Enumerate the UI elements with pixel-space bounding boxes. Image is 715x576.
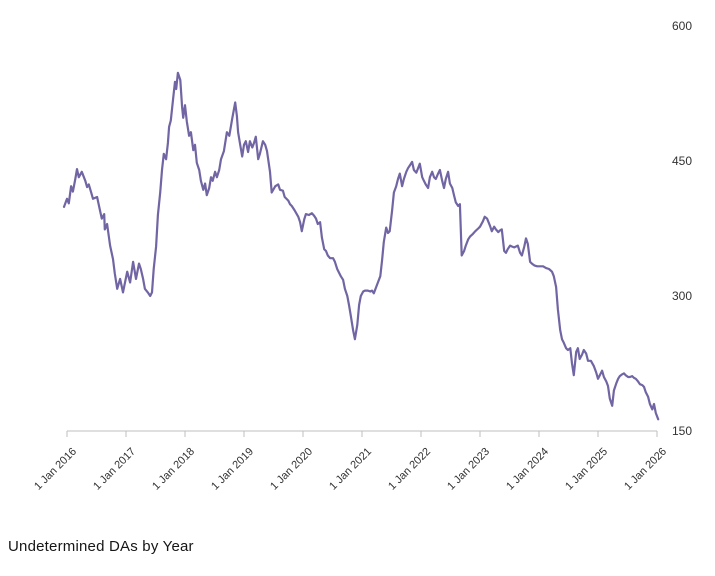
x-axis-label: 1 Jan 2023 — [445, 446, 492, 493]
x-axis-label: 1 Jan 2019 — [209, 446, 256, 493]
x-axis-label: 1 Jan 2022 — [386, 446, 433, 493]
x-axis-label: 1 Jan 2016 — [32, 446, 79, 493]
x-axis-label: 1 Jan 2017 — [91, 446, 138, 493]
y-axis-label: 300 — [672, 289, 692, 303]
y-axis-label: 600 — [672, 19, 692, 33]
y-axis-label: 150 — [672, 424, 692, 438]
x-axis-label: 1 Jan 2026 — [622, 446, 669, 493]
x-axis-label: 1 Jan 2024 — [504, 446, 551, 493]
chart-title: Undetermined DAs by Year — [8, 538, 194, 555]
y-axis-label: 450 — [672, 154, 692, 168]
x-axis-label: 1 Jan 2018 — [150, 446, 197, 493]
x-axis-label: 1 Jan 2020 — [268, 446, 315, 493]
x-axis-label: 1 Jan 2021 — [327, 446, 374, 493]
x-axis-label: 1 Jan 2025 — [563, 446, 610, 493]
data-series-line — [62, 71, 660, 421]
